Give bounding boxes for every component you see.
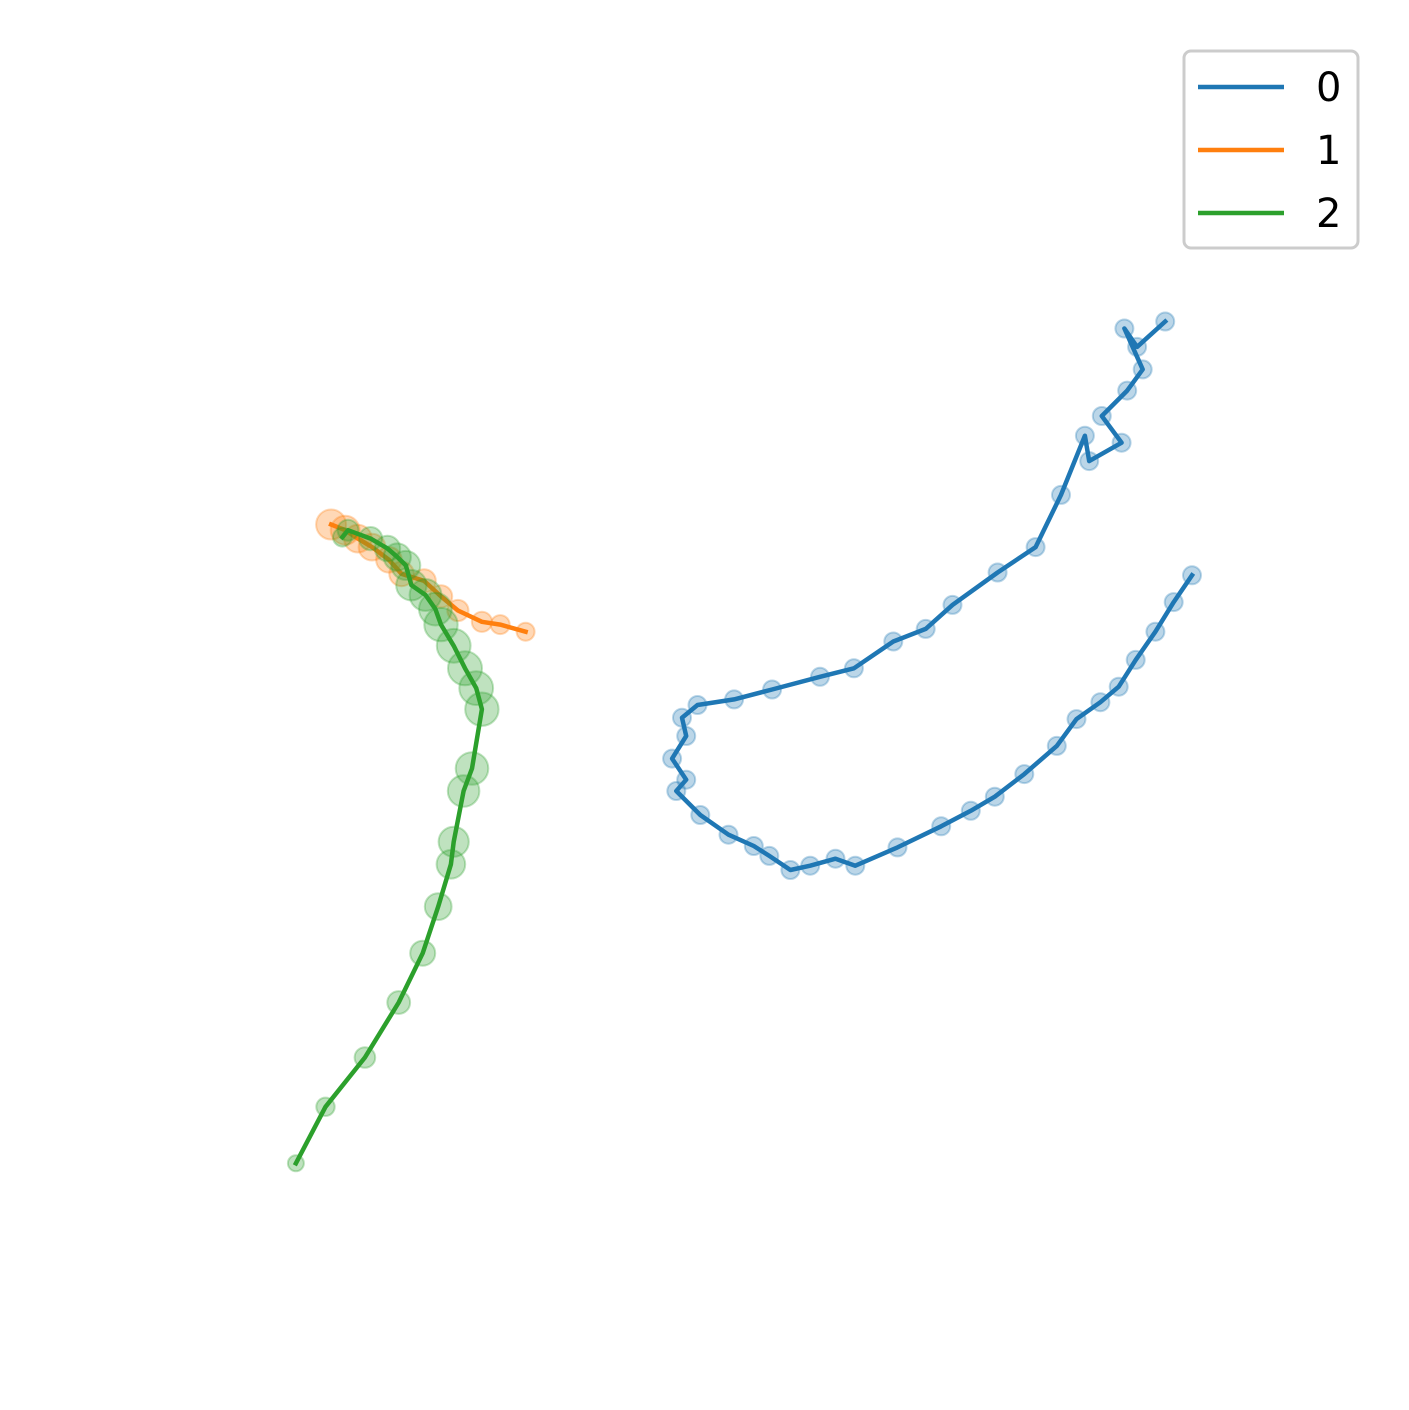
legend-item-2: 2 bbox=[1198, 191, 1341, 237]
series-0 bbox=[662, 311, 1202, 880]
legend-label: 1 bbox=[1316, 128, 1341, 174]
plot-area bbox=[286, 311, 1202, 1173]
series-2 bbox=[286, 518, 500, 1173]
legend-item-0: 0 bbox=[1198, 65, 1341, 111]
legend-label: 2 bbox=[1316, 191, 1341, 237]
legend: 0 1 2 bbox=[1182, 49, 1360, 250]
series-1 bbox=[315, 508, 536, 642]
legend-label: 0 bbox=[1316, 65, 1341, 111]
series-2-line bbox=[292, 527, 485, 1167]
series-0-line bbox=[669, 318, 1196, 873]
series-1-line bbox=[328, 521, 529, 635]
legend-item-1: 1 bbox=[1198, 128, 1341, 174]
